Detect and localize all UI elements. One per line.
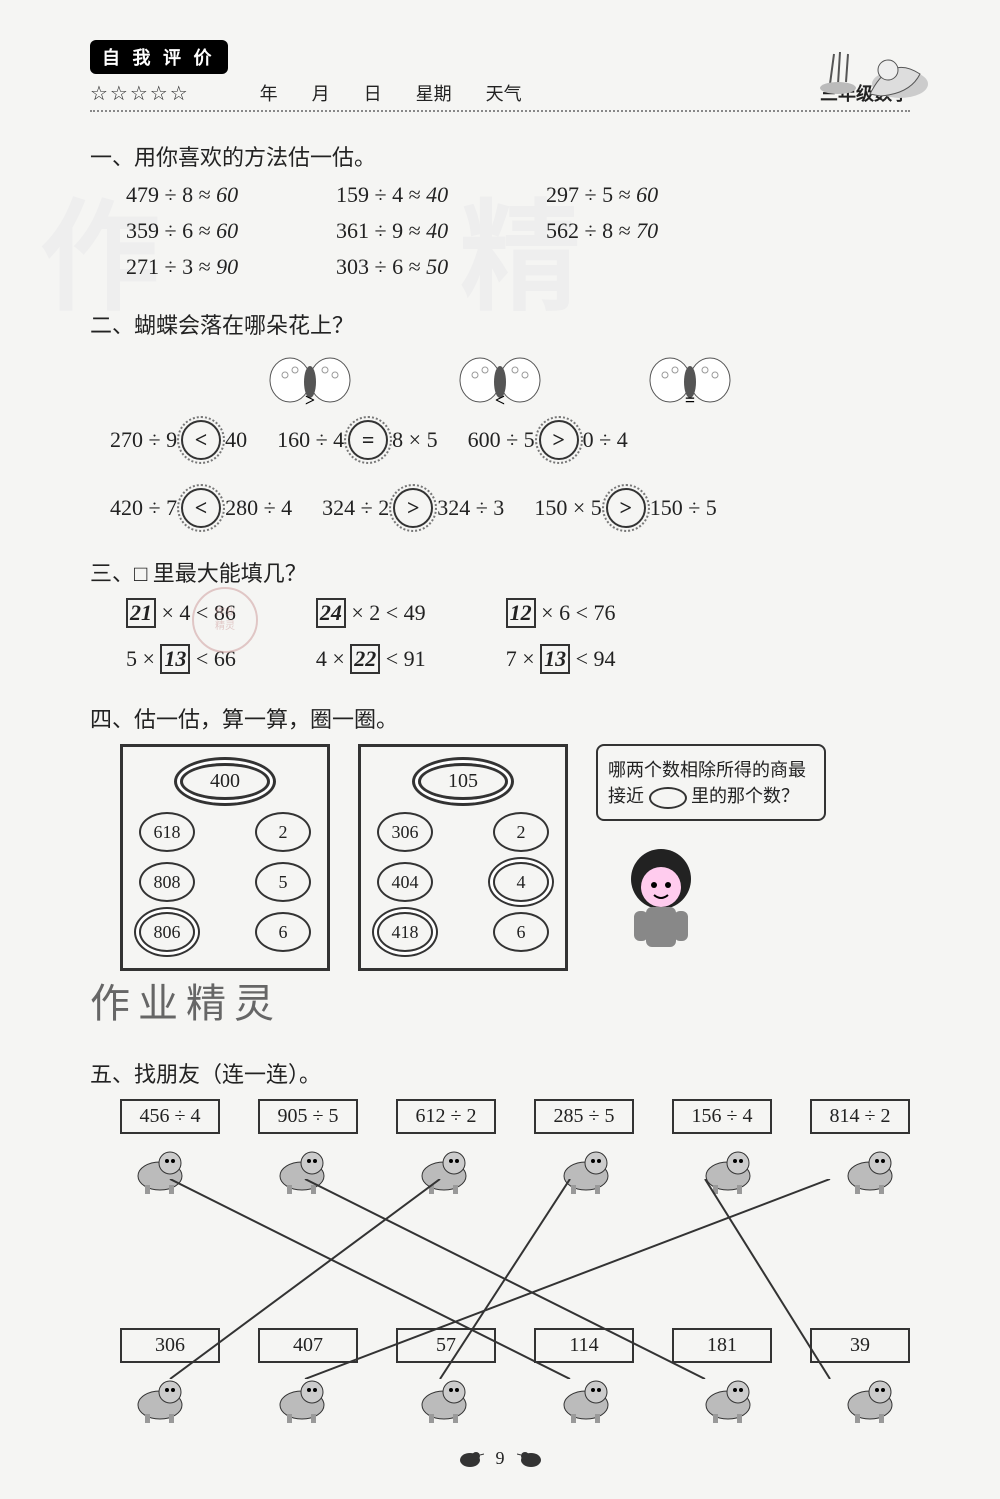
- match-top-box: 905 ÷ 5: [258, 1099, 358, 1134]
- number-circle: 306: [377, 812, 433, 852]
- butterfly-icon: <: [455, 350, 545, 410]
- number-circle: 2: [255, 812, 311, 852]
- hdr-weather: 天气: [486, 80, 522, 106]
- seal-stamp: 作业精灵: [190, 585, 260, 655]
- number-circle: 618: [139, 812, 195, 852]
- section-5-title: 五、找朋友（连一连）。: [90, 1057, 910, 1089]
- svg-text:=: =: [685, 390, 695, 410]
- speech-text-2: 接近: [608, 786, 644, 806]
- number-circle: 806: [139, 912, 195, 952]
- badge: 自 我 评 价: [90, 40, 228, 74]
- svg-text:<: <: [495, 390, 505, 410]
- match-top-box: 156 ÷ 4: [672, 1099, 772, 1134]
- speech-text-1: 哪两个数相除所得的商最: [608, 760, 806, 780]
- match-top-box: 814 ÷ 2: [810, 1099, 910, 1134]
- compare-item: 324 ÷ 2 > 324 ÷ 3: [322, 488, 504, 528]
- footer: 9: [90, 1447, 910, 1469]
- girl-illustration: [596, 829, 726, 969]
- match-top-box: 285 ÷ 5: [534, 1099, 634, 1134]
- section-1: 一、用你喜欢的方法估一估。 479 ÷ 8 ≈ 60 159 ÷ 4 ≈ 40 29…: [90, 140, 910, 280]
- match-lines: [90, 1179, 910, 1379]
- oval-icon: [649, 787, 687, 809]
- estimate-item: 159 ÷ 4 ≈ 40: [336, 182, 516, 208]
- watermark-text: 作业精灵: [90, 971, 910, 1029]
- number-pair: 418 6: [377, 912, 549, 952]
- number-pair: 618 2: [139, 812, 311, 852]
- page-number: 9: [496, 1448, 505, 1469]
- number-circle: 6: [493, 912, 549, 952]
- hdr-week: 星期: [416, 80, 452, 106]
- butterfly-row: > < =: [90, 350, 910, 410]
- header-divider: [90, 110, 910, 112]
- compare-item: 150 × 5 > 150 ÷ 5: [534, 488, 717, 528]
- bird-icon: [456, 1447, 484, 1469]
- compare-item: 420 ÷ 7 < 280 ÷ 4: [110, 488, 292, 528]
- section-4-title: 四、估一估，算一算，圈一圈。: [90, 702, 910, 734]
- compare-item: 160 ÷ 4 = 8 × 5: [277, 420, 438, 460]
- fill-blank-item: 24 × 2 < 49: [316, 598, 426, 628]
- number-circle: 5: [255, 862, 311, 902]
- section-1-items: 479 ÷ 8 ≈ 60 159 ÷ 4 ≈ 40 297 ÷ 5 ≈ 60 359 …: [90, 182, 910, 280]
- boxes-row: 400 618 2 808 5 806 6 105 306 2 404 4 418 6 哪两个数相除所得…: [90, 744, 910, 971]
- match-area: 456 ÷ 4 905 ÷ 5 612 ÷ 2 285 ÷ 5 156 ÷ 4 814 ÷…: [90, 1099, 910, 1427]
- header-row: ☆☆☆☆☆ 年 月 日 星期 天气 三年级数学: [90, 80, 910, 106]
- number-circle: 2: [493, 812, 549, 852]
- fill-blank-item: 7 × 13 < 94: [506, 644, 616, 674]
- bird-icon: [517, 1447, 545, 1469]
- svg-text:作业: 作业: [215, 606, 235, 618]
- match-top-boxes: 456 ÷ 4 905 ÷ 5 612 ÷ 2 285 ÷ 5 156 ÷ 4 814 ÷…: [120, 1099, 910, 1134]
- butterfly-icon: =: [645, 350, 735, 410]
- section-2: 二、蝴蝶会落在哪朵花上？ > < = 270 ÷ 9 < 40 160 ÷ 4 = 8…: [90, 308, 910, 528]
- number-pair: 306 2: [377, 812, 549, 852]
- section-5: 五、找朋友（连一连）。 456 ÷ 4 905 ÷ 5 612 ÷ 2 285 ÷ 5…: [90, 1057, 910, 1427]
- corner-illustration: [810, 24, 930, 104]
- numbox-1: 400 618 2 808 5 806 6: [120, 744, 330, 971]
- butterfly-icon: >: [265, 350, 355, 410]
- section-4: 四、估一估，算一算，圈一圈。 400618280858066 105306240…: [90, 702, 910, 971]
- page: 作 精 自 我 评 价 ☆☆☆☆☆ 年 月 日 星期 天气 三年级数学 一、用你…: [0, 0, 1000, 1499]
- number-pair: 404 4: [377, 862, 549, 902]
- estimate-item: 479 ÷ 8 ≈ 60: [126, 182, 306, 208]
- number-circle: 4: [493, 862, 549, 902]
- svg-text:精灵: 精灵: [215, 619, 235, 632]
- speech-bubble: 哪两个数相除所得的商最 接近 里的那个数？: [596, 744, 826, 821]
- estimate-item: 361 ÷ 9 ≈ 40: [336, 218, 516, 244]
- estimate-item: 562 ÷ 8 ≈ 70: [546, 218, 726, 244]
- compare-row-2: 420 ÷ 7 < 280 ÷ 4 324 ÷ 2 > 324 ÷ 3 150 × …: [90, 488, 910, 528]
- number-pair: 808 5: [139, 862, 311, 902]
- fill-blank-item: 4 × 22 < 91: [316, 644, 426, 674]
- numbox-2: 105 306 2 404 4 418 6: [358, 744, 568, 971]
- estimate-item: 271 ÷ 3 ≈ 90: [126, 254, 306, 280]
- section-2-title: 二、蝴蝶会落在哪朵花上？: [90, 308, 910, 340]
- target-oval: 400: [180, 763, 270, 800]
- compare-item: 270 ÷ 9 < 40: [110, 420, 247, 460]
- match-top-box: 456 ÷ 4: [120, 1099, 220, 1134]
- stars: ☆☆☆☆☆: [90, 81, 190, 106]
- fill-blank-item: 12 × 6 < 76: [506, 598, 616, 628]
- number-circle: 404: [377, 862, 433, 902]
- hdr-year: 年: [260, 80, 278, 106]
- estimate-item: 359 ÷ 6 ≈ 60: [126, 218, 306, 244]
- number-circle: 808: [139, 862, 195, 902]
- speech-area: 哪两个数相除所得的商最 接近 里的那个数？: [596, 744, 826, 971]
- estimate-item: 297 ÷ 5 ≈ 60: [546, 182, 726, 208]
- number-circle: 6: [255, 912, 311, 952]
- target-oval: 105: [418, 763, 508, 800]
- svg-text:>: >: [305, 390, 315, 410]
- section-1-title: 一、用你喜欢的方法估一估。: [90, 140, 910, 172]
- section-3-title: 三、□ 里最大能填几？: [90, 556, 910, 588]
- match-top-box: 612 ÷ 2: [396, 1099, 496, 1134]
- speech-text-3: 里的那个数？: [691, 786, 799, 806]
- number-circle: 418: [377, 912, 433, 952]
- number-pair: 806 6: [139, 912, 311, 952]
- compare-item: 600 ÷ 5 > 0 ÷ 4: [468, 420, 628, 460]
- hdr-day: 日: [364, 80, 382, 106]
- estimate-item: 303 ÷ 6 ≈ 50: [336, 254, 516, 280]
- hdr-month: 月: [312, 80, 330, 106]
- compare-row-1: 270 ÷ 9 < 40 160 ÷ 4 = 8 × 5 600 ÷ 5 > 0 ÷…: [90, 420, 910, 460]
